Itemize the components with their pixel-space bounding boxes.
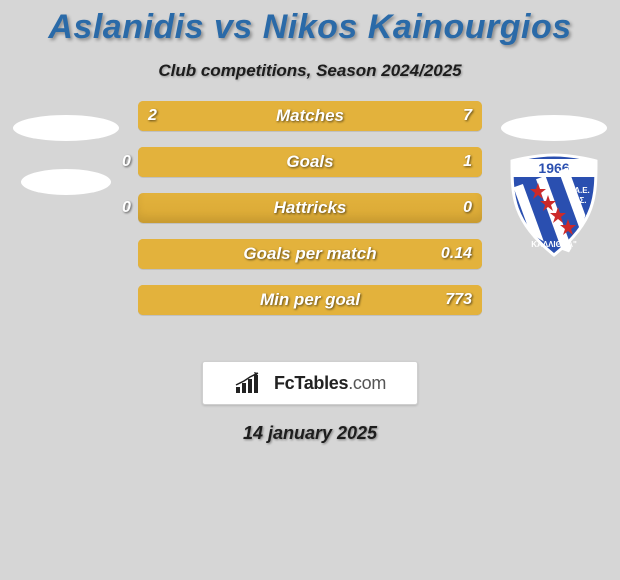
stat-bar-row: Matches 2 7 — [138, 101, 482, 131]
stat-value-right: 773 — [445, 291, 472, 309]
stat-value-left: 0 — [122, 153, 131, 171]
svg-text:"Γ.Σ.: "Γ.Σ. — [570, 196, 587, 205]
right-player-badges: 1966 Π.Α.Ε. "Γ.Σ. ΚΑΛΛΙΘΕΑ" — [494, 101, 614, 259]
stat-value-right: 1 — [463, 153, 472, 171]
stat-label: Hattricks — [274, 198, 347, 218]
stat-bars: Matches27Goals01Hattricks00Goals per mat… — [138, 101, 482, 331]
stat-value-right: 0 — [463, 199, 472, 217]
stat-label: Matches — [276, 106, 344, 126]
left-badge-oval — [21, 169, 111, 195]
comparison-body: 1966 Π.Α.Ε. "Γ.Σ. ΚΑΛΛΙΘΕΑ" Matches 2 7 Goa… — [0, 107, 620, 347]
stat-bar-row: Hattricks00 — [138, 193, 482, 223]
date-label: 14 january 2025 — [0, 423, 620, 444]
source-logo[interactable]: FcTables.com — [202, 361, 418, 405]
svg-text:Π.Α.Ε.: Π.Α.Ε. — [566, 186, 590, 195]
stat-value-right: 0.14 — [441, 245, 472, 263]
comparison-card: Aslanidis vs Nikos Kainourgios Club comp… — [0, 0, 620, 580]
stat-value-left: 2 — [148, 107, 157, 125]
svg-text:ΚΑΛΛΙΘΕΑ": ΚΑΛΛΙΘΕΑ" — [531, 240, 577, 249]
stat-bar-row: Goals per match 0.14 — [138, 239, 482, 269]
stat-bar-row: Goals01 — [138, 147, 482, 177]
bar-chart-icon — [234, 371, 268, 395]
brand-name: FcTables — [274, 373, 348, 393]
source-logo-text: FcTables.com — [274, 373, 386, 394]
stat-bar-row: Min per goal 773 — [138, 285, 482, 315]
left-player-badges — [6, 101, 126, 195]
stat-value-left: 0 — [122, 199, 131, 217]
right-badge-oval — [501, 115, 607, 141]
club-shield-icon: 1966 Π.Α.Ε. "Γ.Σ. ΚΑΛΛΙΘΕΑ" — [504, 151, 604, 259]
left-badge-oval — [13, 115, 119, 141]
stat-value-right: 7 — [463, 107, 472, 125]
stat-label: Min per goal — [260, 290, 360, 310]
stat-label: Goals — [286, 152, 333, 172]
stat-label: Goals per match — [243, 244, 376, 264]
brand-domain: .com — [348, 373, 386, 393]
subtitle: Club competitions, Season 2024/2025 — [0, 61, 620, 81]
page-title: Aslanidis vs Nikos Kainourgios — [0, 0, 620, 47]
